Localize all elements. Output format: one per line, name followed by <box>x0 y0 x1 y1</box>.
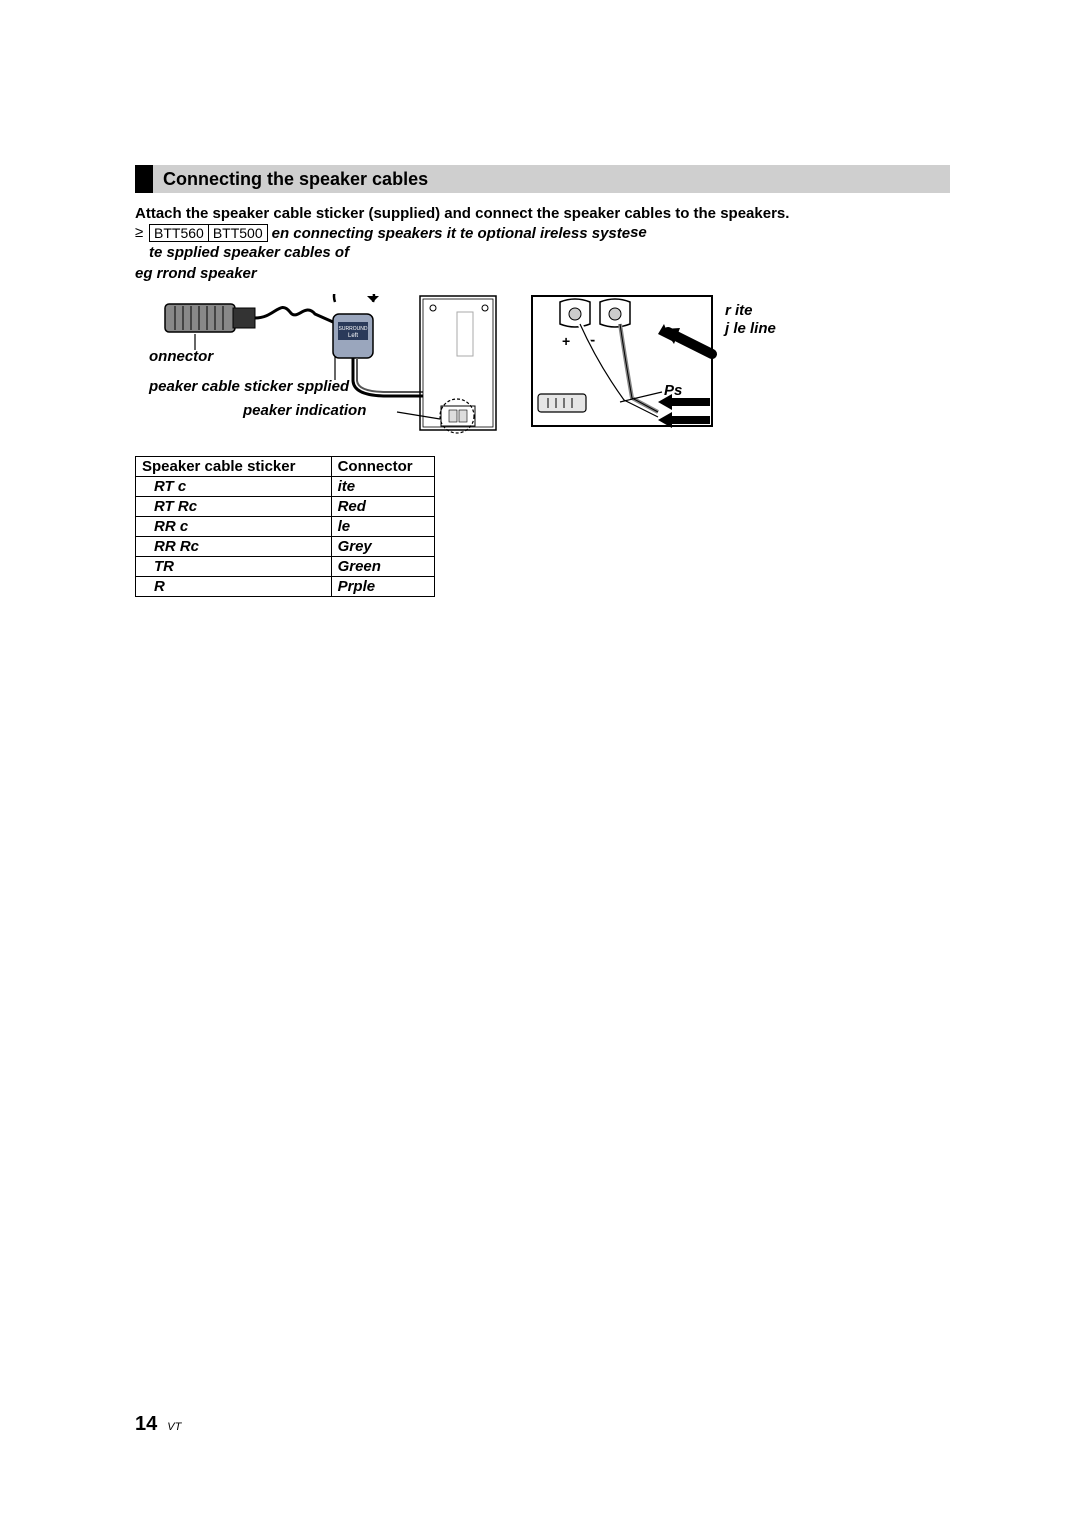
table-row: RR cle <box>136 517 435 537</box>
table-header: Connector <box>331 457 434 477</box>
right-diagram-svg: + − <box>530 294 830 434</box>
diagram-left: SURROUND Left onn <box>135 294 500 434</box>
section-header: Connecting the speaker cables <box>135 165 950 193</box>
label-plus: r ite <box>725 302 753 319</box>
model-note-line: ≥ BTT560 BTT500 en connecting speakers i… <box>135 224 950 242</box>
label-sticker: peaker cable sticker spplied <box>149 378 349 395</box>
label-push: Ps <box>664 382 682 399</box>
note-line2: te spplied speaker cables of <box>149 244 950 261</box>
table-row: RR RcGrey <box>136 537 435 557</box>
example-label: eg rrond speaker <box>135 265 950 282</box>
intro-text: Attach the speaker cable sticker (suppli… <box>135 205 950 222</box>
note-middle: en connecting speakers it te optional ir… <box>272 225 630 242</box>
table-header-row: Speaker cable sticker Connector <box>136 457 435 477</box>
model-badges: BTT560 BTT500 <box>149 224 268 242</box>
svg-text:Left: Left <box>348 333 358 339</box>
page-number: 14 <box>135 1413 157 1436</box>
model-badge: BTT500 <box>209 225 267 241</box>
svg-text:SURROUND: SURROUND <box>339 326 368 332</box>
header-bar <box>135 165 153 193</box>
diagram-right: + − <box>530 294 830 434</box>
table-row: RT cite <box>136 477 435 497</box>
table-row: RT RcRed <box>136 497 435 517</box>
table-header: Speaker cable sticker <box>136 457 332 477</box>
bullet-dot: ≥ <box>135 224 149 242</box>
model-note-content: BTT560 BTT500 en connecting speakers it … <box>149 224 647 242</box>
page-footer: 14 VT <box>135 1413 181 1436</box>
section-title: Connecting the speaker cables <box>163 169 428 190</box>
svg-text:+: + <box>562 333 570 349</box>
table-row: RPrple <box>136 577 435 597</box>
table-row: TRGreen <box>136 557 435 577</box>
label-minus: j le line <box>725 320 776 337</box>
model-badge: BTT560 <box>150 225 208 241</box>
diagram-row: SURROUND Left onn <box>135 294 950 434</box>
page-code: VT <box>167 1421 181 1433</box>
label-indication: peaker indication <box>243 402 366 419</box>
label-connector: onnector <box>149 348 213 365</box>
note-tail: se <box>630 224 647 241</box>
connector-table: Speaker cable sticker Connector RT cite … <box>135 456 435 597</box>
